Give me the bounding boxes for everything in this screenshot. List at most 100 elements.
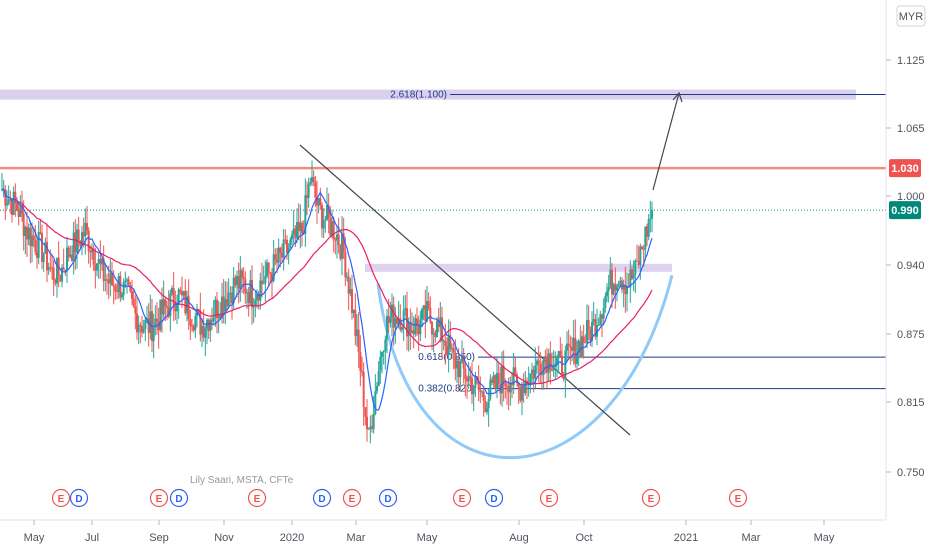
candle-body — [567, 343, 570, 347]
candle-body — [161, 299, 163, 315]
event-marker-circle — [149, 488, 169, 508]
candle-body — [424, 305, 427, 321]
candle-body — [327, 205, 330, 218]
fib-level-label: 0.382(0.820) — [418, 384, 475, 395]
candle-body — [597, 324, 600, 326]
candle-body — [456, 360, 458, 369]
candle-body — [282, 239, 285, 258]
candle-body — [406, 308, 408, 337]
candle-body — [387, 315, 390, 323]
candle-body — [127, 279, 130, 285]
time-tick-label: Nov — [214, 532, 234, 544]
event-marker-label: D — [318, 494, 325, 505]
candle-body — [309, 182, 312, 185]
candle-body — [111, 272, 113, 286]
candle-body — [471, 378, 473, 395]
candle-body — [96, 263, 98, 271]
candle-body — [481, 391, 483, 393]
time-tick-label: Aug — [509, 532, 529, 544]
candle-body — [144, 319, 147, 330]
candle-body — [34, 239, 37, 252]
price-tick-label: 0.940 — [897, 260, 925, 272]
candle-body — [297, 221, 300, 232]
candle-body — [647, 219, 650, 237]
candle-body — [107, 279, 110, 284]
candle-body — [307, 184, 310, 198]
price-tick-label: 0.815 — [897, 397, 925, 409]
event-marker-circle — [641, 488, 661, 508]
candle-body — [351, 289, 353, 314]
candle-body — [119, 275, 122, 298]
candle-body — [447, 335, 450, 356]
candle-body — [491, 379, 493, 383]
candle-body — [199, 310, 202, 335]
candle-body — [186, 296, 188, 314]
candle-body — [294, 228, 297, 239]
candle-body — [352, 309, 355, 314]
candle-body — [277, 247, 280, 263]
candle-body — [637, 261, 640, 266]
event-marker-label: E — [349, 494, 356, 505]
candle-body — [249, 280, 252, 304]
candle-body — [84, 222, 87, 237]
candle-body — [39, 231, 42, 234]
candle-body — [252, 305, 255, 308]
candle-body — [184, 290, 187, 314]
candle-body — [547, 353, 550, 373]
earnings-event-marker: E — [539, 488, 559, 508]
candle-body — [649, 218, 652, 220]
candle-body — [222, 296, 225, 312]
candle-body — [69, 254, 72, 257]
candle-body — [274, 254, 277, 260]
candle-body — [229, 292, 232, 294]
event-marker-circle — [484, 488, 504, 508]
event-marker-label: E — [254, 494, 261, 505]
candle-body — [171, 287, 173, 294]
candle-body — [149, 311, 152, 334]
currency-button[interactable] — [896, 5, 926, 27]
candle-body — [31, 235, 33, 247]
candle-body — [617, 284, 620, 287]
candle-body — [37, 231, 40, 258]
candle-body — [269, 272, 272, 274]
candle-body — [426, 301, 428, 321]
candle-body — [466, 379, 468, 382]
candle-body — [582, 336, 585, 343]
candle-body — [546, 358, 548, 373]
event-marker-label: E — [648, 494, 655, 505]
candle-body — [296, 221, 298, 239]
candle-body — [319, 198, 322, 206]
price-axis[interactable]: MYR 1.1251.0651.0000.9400.8750.8150.750 … — [885, 0, 926, 520]
candle-body — [164, 299, 167, 307]
time-axis[interactable]: May Jul Sep Nov 2020 Mar May Aug Oct 2021 Mar May — [0, 519, 886, 544]
candle-body — [32, 235, 35, 240]
event-marker-label: D — [75, 494, 82, 505]
event-marker-circle — [169, 488, 189, 508]
candle-body — [59, 274, 62, 282]
candle-body — [291, 234, 293, 240]
candle-body — [266, 262, 268, 277]
candle-body — [94, 265, 97, 271]
candle-body — [339, 245, 342, 259]
candle-body — [136, 313, 138, 333]
candle-body — [432, 332, 435, 335]
candle-body — [594, 319, 597, 337]
candle-body — [4, 189, 7, 206]
candle-body — [416, 318, 418, 326]
candle-body — [509, 382, 512, 393]
candle-body — [419, 319, 422, 335]
candle-body — [27, 227, 30, 240]
fib-level-label: 0.618(0.850) — [418, 352, 475, 363]
time-tick-label: May — [417, 532, 438, 544]
candle-body — [401, 326, 403, 330]
price-tick-label: 1.125 — [897, 55, 925, 67]
candle-body — [261, 280, 263, 284]
candle-body — [92, 249, 95, 266]
candle-body — [242, 276, 245, 280]
candle-body — [129, 284, 132, 292]
candle-body — [609, 269, 612, 287]
candle-body — [572, 337, 575, 351]
candle-body — [279, 247, 282, 253]
candle-body — [412, 330, 415, 335]
